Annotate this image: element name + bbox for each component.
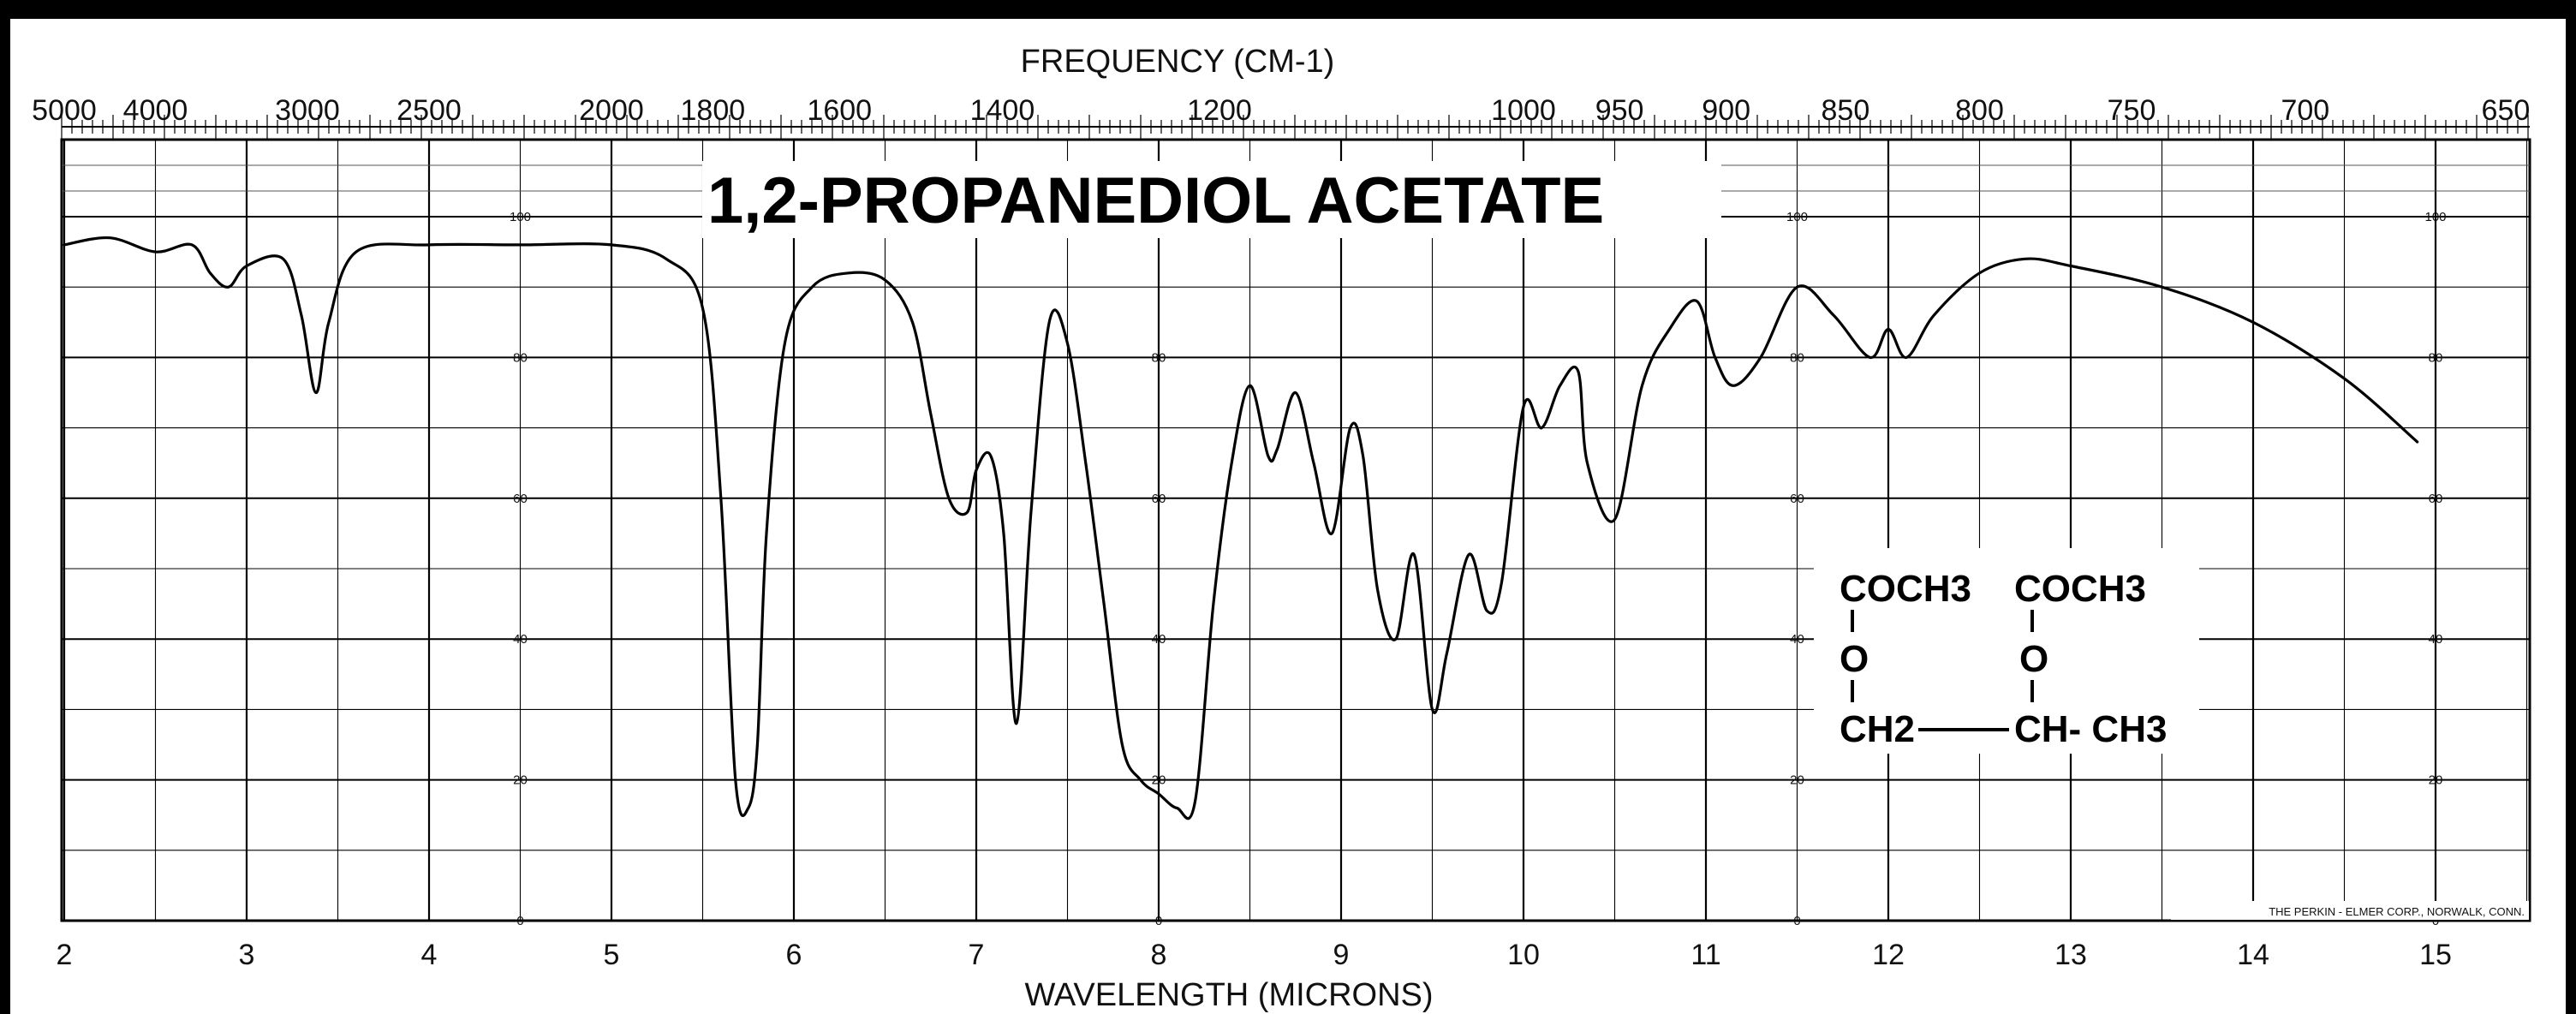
structure-row3-right: CH- CH3 (2014, 708, 2167, 750)
transmittance-tick-label: 80 (513, 350, 528, 365)
wavelength-tick-label: 6 (786, 939, 802, 971)
wavelength-tick-label: 4 (421, 939, 438, 971)
transmittance-tick-label: 80 (1152, 350, 1166, 365)
frequency-tick-label: 1600 (807, 94, 872, 127)
transmittance-tick-label: 40 (1790, 632, 1804, 647)
wavelength-tick-label: 3 (239, 939, 255, 971)
wavelength-tick-label: 13 (2054, 939, 2087, 971)
title-backdrop (702, 161, 1721, 238)
wavelength-tick-label: 12 (1872, 939, 1905, 971)
transmittance-tick-label: 60 (513, 492, 528, 506)
transmittance-tick-label: 80 (1790, 350, 1804, 365)
top-black-band (0, 0, 2576, 19)
frequency-tick-label: 1200 (1187, 94, 1252, 127)
transmittance-tick-label: 20 (2429, 773, 2443, 788)
transmittance-tick-label: 20 (1152, 773, 1166, 788)
frequency-tick-label: 950 (1595, 94, 1644, 127)
transmittance-tick-label: 40 (513, 632, 528, 647)
wavelength-tick-label: 10 (1507, 939, 1540, 971)
transmittance-tick-label: 40 (2429, 632, 2443, 647)
frequency-ruler (61, 115, 2530, 140)
transmittance-tick-label: 0 (516, 914, 523, 928)
frequency-tick-label: 1000 (1491, 94, 1556, 127)
structure-row2-right: O (2019, 638, 2048, 680)
wavelength-tick-label: 14 (2237, 939, 2269, 971)
transmittance-tick-label: 60 (2429, 492, 2443, 506)
transmittance-tick-label: 40 (1152, 632, 1166, 647)
structure-formula: COCH3 COCH3 O O CH2 CH- CH3 (1814, 548, 2199, 754)
frequency-tick-label: 1400 (970, 94, 1035, 127)
frequency-tick-label: 5000 (32, 94, 97, 127)
transmittance-tick-label: 0 (1793, 914, 1800, 928)
transmittance-tick-label: 20 (1790, 773, 1804, 788)
frequency-tick-label: 700 (2281, 94, 2329, 127)
right-black-edge (2566, 0, 2576, 1014)
frequency-tick-label: 1800 (681, 94, 746, 127)
wavelength-tick-label: 11 (1690, 939, 1720, 971)
compound-title: 1,2-PROPANEDIOL ACETATE (707, 164, 1604, 237)
wavelength-tick-label: 7 (969, 939, 985, 971)
transmittance-tick-label: 100 (510, 210, 531, 224)
wavelength-tick-label: 8 (1151, 939, 1167, 971)
transmittance-tick-label: 60 (1790, 492, 1804, 506)
transmittance-tick-label: 20 (513, 773, 528, 788)
structure-row1-right: COCH3 (2014, 568, 2146, 610)
structure-backdrop (1814, 548, 2199, 754)
frequency-tick-label: 750 (2108, 94, 2156, 127)
wavelength-tick-labels: 2 3 4 5 6 7 8 9 10 11 12 13 14 15 (57, 939, 2452, 971)
frequency-tick-label: 3000 (275, 94, 340, 127)
frequency-axis-title: FREQUENCY (CM-1) (1021, 44, 1335, 80)
wavelength-axis-title: WAVELENGTH (MICRONS) (1024, 977, 1433, 1013)
structure-row3-left: CH2 (1840, 708, 1915, 750)
left-black-edge (0, 0, 10, 1014)
transmittance-tick-label: 100 (2424, 210, 2446, 224)
frequency-tick-labels: 5000 4000 3000 2500 2000 1800 1600 1400 1200 1000… (32, 94, 2530, 127)
structure-row2-left: O (1840, 638, 1869, 680)
manufacturer-backdrop (2171, 901, 2529, 920)
wavelength-tick-label: 5 (604, 939, 620, 971)
frequency-tick-label: 850 (1822, 94, 1870, 127)
transmittance-tick-label: 60 (1152, 492, 1166, 506)
frequency-tick-label: 2500 (397, 94, 462, 127)
wavelength-tick-label: 2 (57, 939, 73, 971)
wavelength-tick-label: 15 (2419, 939, 2452, 971)
transmittance-tick-label: 80 (2429, 350, 2443, 365)
transmittance-tick-label: 0 (2432, 914, 2439, 928)
transmittance-tick-label: 0 (1155, 914, 1162, 928)
spectrum-line (63, 236, 2419, 820)
frequency-tick-label: 4000 (123, 94, 188, 127)
manufacturer-label: THE PERKIN - ELMER CORP., NORWALK, CONN. (2269, 905, 2525, 918)
wavelength-tick-label: 9 (1333, 939, 1350, 971)
transmittance-tick-label: 100 (1786, 210, 1808, 224)
frequency-tick-label: 650 (2482, 94, 2531, 127)
structure-row1-left: COCH3 (1840, 568, 1971, 610)
frequency-tick-label: 2000 (579, 94, 644, 127)
